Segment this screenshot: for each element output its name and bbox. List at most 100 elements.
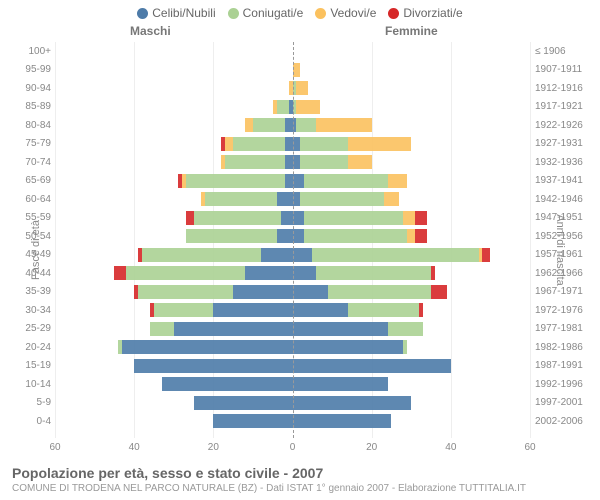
birth-label: 1932-1936 <box>535 153 595 171</box>
age-label: 85-89 <box>15 98 51 116</box>
legend-item: Vedovi/e <box>315 6 376 20</box>
age-label: 60-64 <box>15 190 51 208</box>
bar-segment <box>293 137 301 151</box>
birth-label: 1917-1921 <box>535 98 595 116</box>
bar-male <box>150 303 292 317</box>
grid-line <box>530 42 531 438</box>
age-label: 70-74 <box>15 153 51 171</box>
birth-label: 1937-1941 <box>535 172 595 190</box>
bar-segment <box>304 174 387 188</box>
bar-segment <box>296 81 308 95</box>
age-label: 20-24 <box>15 338 51 356</box>
bar-male <box>221 155 292 169</box>
bar-segment <box>293 414 392 428</box>
y-axis-left-title: Fasce di età <box>30 220 42 280</box>
bar-female <box>293 81 309 95</box>
bar-segment <box>138 285 233 299</box>
legend-swatch <box>388 8 399 19</box>
legend-item: Coniugati/e <box>228 6 304 20</box>
bar-segment <box>312 248 478 262</box>
bar-segment <box>388 322 424 336</box>
legend-swatch <box>228 8 239 19</box>
bar-segment <box>388 174 408 188</box>
bar-female <box>293 174 408 188</box>
bar-segment <box>415 229 427 243</box>
bar-male <box>134 359 292 373</box>
bar-segment <box>348 137 411 151</box>
bar-segment <box>174 322 293 336</box>
bar-segment <box>300 137 348 151</box>
bar-segment <box>296 118 316 132</box>
birth-label: 1912-1916 <box>535 79 595 97</box>
age-label: 15-19 <box>15 357 51 375</box>
bar-male <box>273 100 293 114</box>
bar-male <box>221 137 292 151</box>
bar-segment <box>304 211 403 225</box>
bar-segment <box>213 303 292 317</box>
bar-female <box>293 396 412 410</box>
x-tick: 40 <box>445 442 456 453</box>
bar-segment <box>419 303 423 317</box>
bar-segment <box>300 155 348 169</box>
birth-label: 1987-1991 <box>535 357 595 375</box>
bar-segment <box>150 303 154 317</box>
birth-label: 1997-2001 <box>535 394 595 412</box>
age-label: 65-69 <box>15 172 51 190</box>
bar-segment <box>134 285 138 299</box>
bar-segment <box>384 192 400 206</box>
bar-male <box>138 248 292 262</box>
bar-segment <box>293 285 329 299</box>
bar-segment <box>293 192 301 206</box>
bar-female <box>293 63 301 77</box>
bar-segment <box>431 285 447 299</box>
bar-segment <box>431 266 435 280</box>
age-label: 30-34 <box>15 301 51 319</box>
age-label: 75-79 <box>15 135 51 153</box>
bar-segment <box>194 211 281 225</box>
bar-segment <box>134 359 292 373</box>
birth-label: 1922-1926 <box>535 116 595 134</box>
x-tick: 40 <box>129 442 140 453</box>
bar-segment <box>277 100 289 114</box>
bar-segment <box>296 100 320 114</box>
bar-segment <box>194 396 293 410</box>
bar-segment <box>213 414 292 428</box>
birth-label: 1972-1976 <box>535 301 595 319</box>
bar-segment <box>186 229 277 243</box>
bar-segment <box>316 118 371 132</box>
bar-segment <box>285 174 293 188</box>
bar-female <box>293 359 451 373</box>
birth-label: 1982-1986 <box>535 338 595 356</box>
bar-segment <box>293 174 305 188</box>
legend-item: Celibi/Nubili <box>137 6 215 20</box>
bar-segment <box>281 211 293 225</box>
bar-segment <box>304 229 407 243</box>
bar-segment <box>348 155 372 169</box>
bar-female <box>293 155 372 169</box>
bar-segment <box>293 211 305 225</box>
bar-segment <box>277 192 293 206</box>
bar-male <box>178 174 293 188</box>
bar-female <box>293 211 428 225</box>
bar-male <box>114 266 292 280</box>
header-male: Maschi <box>130 24 171 38</box>
bar-segment <box>245 266 293 280</box>
age-label: 25-29 <box>15 320 51 338</box>
bar-segment <box>293 359 451 373</box>
legend-label: Coniugati/e <box>243 6 304 20</box>
bar-segment <box>277 229 293 243</box>
y-axis-right-title: Anni di nascita <box>554 214 566 286</box>
x-tick: 0 <box>290 442 296 453</box>
x-tick: 20 <box>208 442 219 453</box>
x-axis: 6040200204060 <box>55 440 530 460</box>
birth-label: 1992-1996 <box>535 375 595 393</box>
bar-segment <box>221 137 225 151</box>
bar-female <box>293 340 408 354</box>
age-label: 90-94 <box>15 79 51 97</box>
bar-female <box>293 377 388 391</box>
bar-female <box>293 100 321 114</box>
bar-male <box>186 229 293 243</box>
bar-male <box>201 192 292 206</box>
bar-male <box>118 340 292 354</box>
birth-label: 1927-1931 <box>535 135 595 153</box>
